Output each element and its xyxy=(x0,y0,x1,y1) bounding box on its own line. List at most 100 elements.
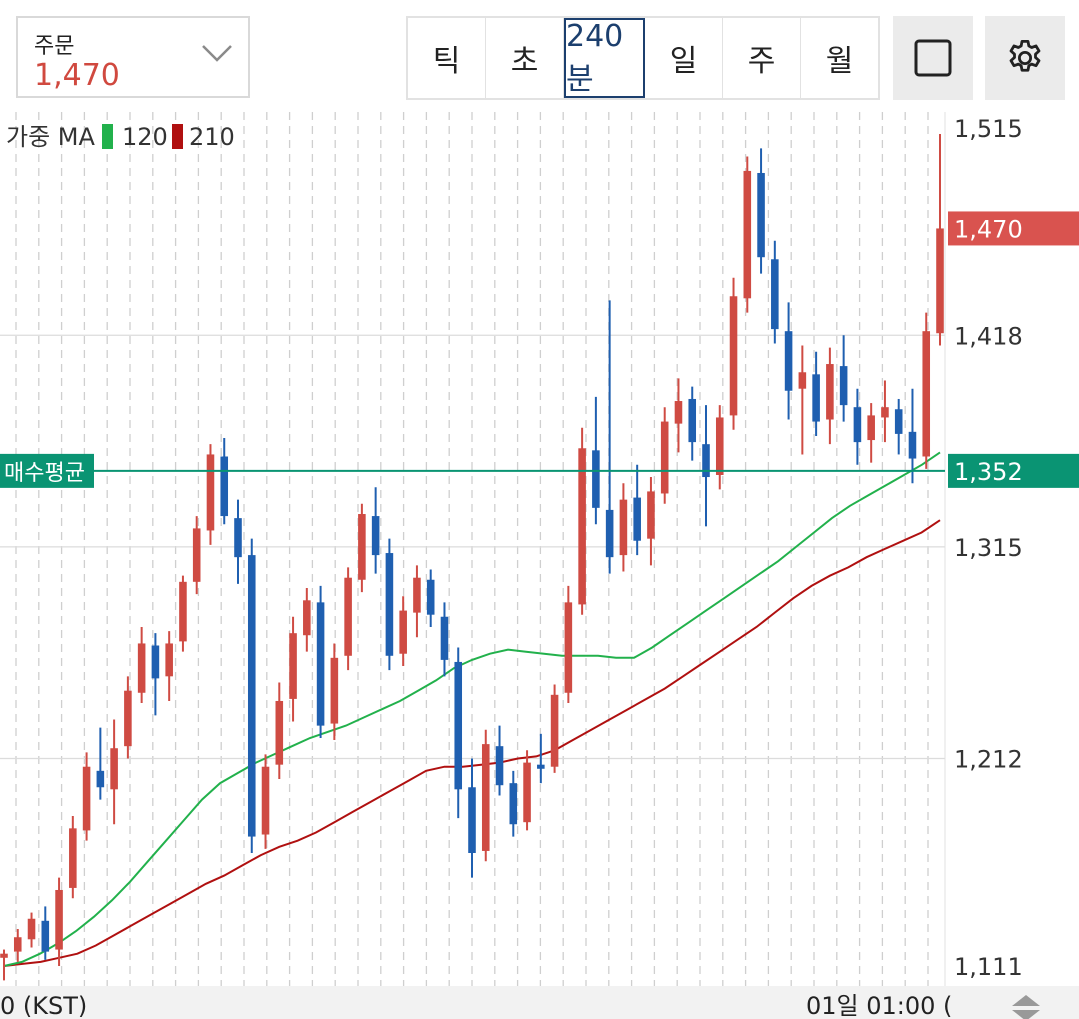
candle xyxy=(344,567,352,671)
candle xyxy=(715,405,724,490)
candle xyxy=(69,816,77,899)
candle xyxy=(798,345,807,455)
candle-body xyxy=(247,555,256,837)
up-down-arrows-icon[interactable] xyxy=(1012,995,1040,1019)
chart-grid: 1,111 1,212 1,315 1,418 1,515 xyxy=(0,112,1023,986)
y-tick-label: 1,515 xyxy=(954,115,1023,143)
period-day[interactable]: 일 xyxy=(645,18,723,98)
candle-body xyxy=(55,889,63,950)
candle-body xyxy=(592,450,600,508)
candle-body xyxy=(192,528,201,582)
avg-buy-tag-box xyxy=(0,453,94,488)
candle xyxy=(41,906,50,960)
candle xyxy=(481,729,490,862)
candle xyxy=(660,407,669,504)
candle xyxy=(495,725,504,796)
candle-body xyxy=(867,415,875,441)
candle xyxy=(784,302,793,420)
candle-body xyxy=(564,602,573,693)
candle-body xyxy=(647,491,655,539)
candle xyxy=(509,770,518,837)
legend-title: 가중 MA xyxy=(6,123,95,151)
settings-button[interactable] xyxy=(985,16,1065,100)
y-tick-label: 1,315 xyxy=(954,534,1023,562)
ma210-swatch xyxy=(172,124,183,149)
candlestick-chart[interactable]: 1,111 1,212 1,315 1,418 1,515 매수평균 1,352 1,470… xyxy=(0,112,1079,1019)
candle-body xyxy=(454,661,463,790)
candle xyxy=(454,647,463,819)
candle xyxy=(165,631,173,701)
candle-body xyxy=(124,690,132,747)
ma120-swatch xyxy=(102,124,113,149)
candles-layer xyxy=(0,133,944,981)
candle-body xyxy=(13,937,22,952)
candle xyxy=(247,538,256,854)
period-week[interactable]: 주 xyxy=(723,18,801,98)
candle xyxy=(179,575,187,652)
candle xyxy=(867,403,875,463)
candle-body xyxy=(426,579,435,615)
candle xyxy=(674,378,683,453)
candle xyxy=(96,727,105,800)
candle xyxy=(371,487,380,574)
candle xyxy=(0,949,8,981)
candle xyxy=(702,405,710,527)
candle-body xyxy=(660,421,669,494)
candle-body xyxy=(771,259,779,330)
period-second[interactable]: 초 xyxy=(486,18,564,98)
period-240min[interactable]: 240분 xyxy=(564,18,645,98)
candle-body xyxy=(41,920,50,952)
candle-body xyxy=(165,643,173,677)
candle xyxy=(605,300,614,574)
candle-body xyxy=(619,499,628,556)
candle xyxy=(537,733,545,784)
candle-body xyxy=(27,918,36,940)
candle-body xyxy=(509,783,518,825)
candle-body xyxy=(220,456,229,517)
candle-body xyxy=(82,766,91,831)
candle xyxy=(303,587,311,652)
candle-body xyxy=(715,417,724,475)
candle-body xyxy=(413,577,421,613)
chevron-down-icon xyxy=(202,45,232,62)
candle xyxy=(688,386,697,461)
candle-body xyxy=(784,331,793,391)
square-icon xyxy=(914,39,952,77)
candle xyxy=(234,499,242,584)
candle-body xyxy=(358,514,366,580)
candle xyxy=(55,877,63,966)
candle-body xyxy=(330,657,339,724)
candle-body xyxy=(729,296,738,416)
candle xyxy=(853,388,862,465)
candle-body xyxy=(371,516,380,556)
candle-body xyxy=(151,645,160,679)
candle-body xyxy=(96,770,105,788)
candle xyxy=(619,483,628,572)
time-axis-bar xyxy=(0,986,1079,1019)
candle xyxy=(936,133,944,346)
candle xyxy=(743,156,752,313)
candle-body xyxy=(234,518,242,558)
avg-buy-price-label: 1,352 xyxy=(954,458,1023,486)
order-type-select[interactable]: 주문 1,470 xyxy=(16,16,250,98)
candle xyxy=(151,633,160,716)
ma120-line xyxy=(3,451,941,967)
candle xyxy=(826,347,834,445)
candle xyxy=(413,565,421,638)
candle xyxy=(908,388,917,484)
candle xyxy=(523,750,531,831)
candle-body xyxy=(826,364,834,420)
candle-body xyxy=(316,602,325,726)
candle xyxy=(550,684,559,773)
order-label: 주문 xyxy=(34,34,75,59)
period-month[interactable]: 월 xyxy=(825,44,854,79)
gear-icon xyxy=(1009,39,1041,72)
period-tick[interactable]: 틱 xyxy=(408,18,486,98)
candle xyxy=(839,335,848,422)
layout-button[interactable] xyxy=(893,16,973,100)
candle-body xyxy=(908,431,917,459)
y-tick-label: 1,111 xyxy=(954,953,1023,981)
time-axis-right-label: 01일 01:00 ( xyxy=(806,992,952,1019)
candle-body xyxy=(839,366,848,406)
candle-body xyxy=(523,762,531,823)
